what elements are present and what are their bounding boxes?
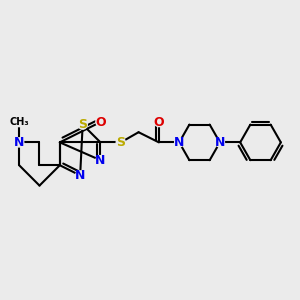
Text: O: O [154,116,164,129]
Text: O: O [95,116,106,129]
Circle shape [76,171,85,180]
Circle shape [154,118,164,127]
Circle shape [78,120,87,129]
Text: N: N [14,136,24,149]
Circle shape [116,138,125,147]
Text: CH₃: CH₃ [9,117,29,127]
Circle shape [215,138,224,147]
Circle shape [96,118,105,127]
Circle shape [15,118,24,127]
Circle shape [175,138,184,147]
Text: S: S [78,118,87,131]
Text: N: N [75,169,85,182]
Text: N: N [95,154,106,167]
Text: N: N [215,136,225,149]
Circle shape [96,156,105,165]
Text: N: N [174,136,184,149]
Circle shape [15,138,24,147]
Text: S: S [116,136,125,149]
